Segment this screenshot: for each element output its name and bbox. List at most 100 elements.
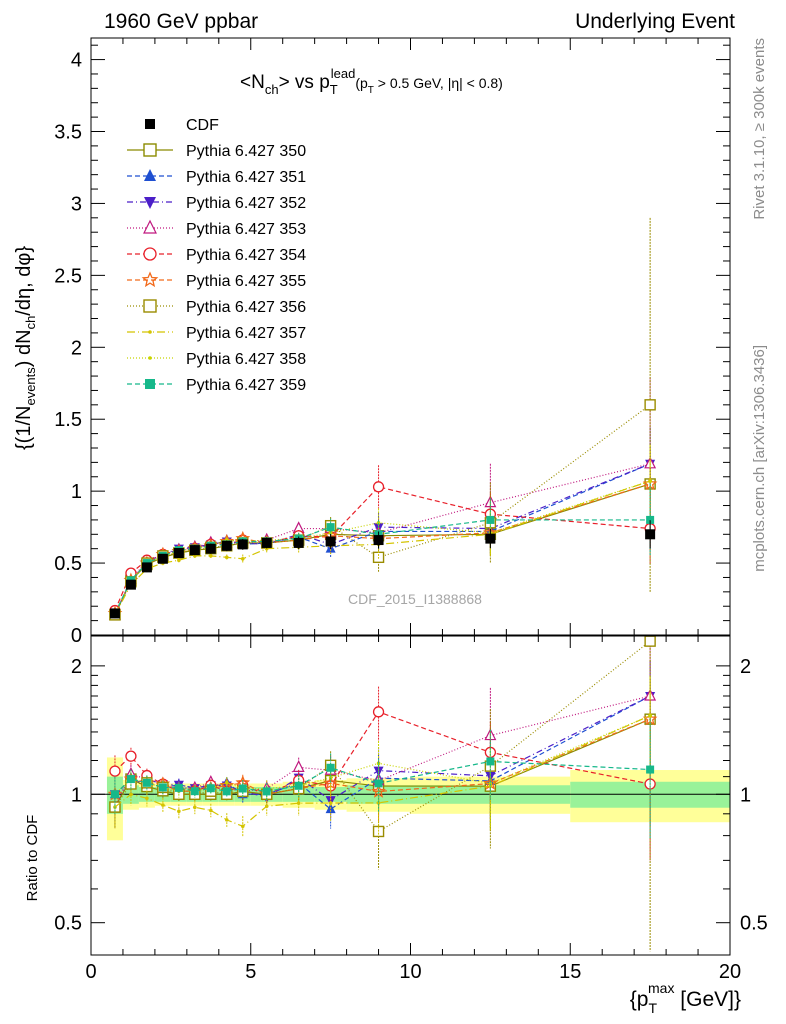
ratio-series-line <box>114 760 651 795</box>
ratio-point <box>648 713 652 718</box>
ratio-point <box>110 790 119 799</box>
ratio-point <box>328 801 333 805</box>
x-axis-label: {pTmax [GeV]} <box>630 980 741 1016</box>
mcplots-reference-label: mcplots.cern.ch [arXiv:1306.3436] <box>751 345 768 572</box>
ratio-point <box>238 784 247 793</box>
legend-label: Pythia 6.427 359 <box>186 377 306 394</box>
series-point <box>326 523 335 532</box>
ratio-point <box>488 781 493 786</box>
ratio-series-10 <box>110 719 655 839</box>
y-tick-label: 0 <box>71 625 82 647</box>
ratio-point <box>109 765 121 777</box>
series-point <box>648 479 652 483</box>
ratio-point <box>206 784 215 793</box>
data-point <box>205 543 216 554</box>
y-tick-label: 0.5 <box>54 553 82 575</box>
y-tick-label: 3 <box>71 193 82 215</box>
ratio-point <box>488 784 493 788</box>
legend-marker <box>141 271 159 288</box>
legend-entry-4: Pythia 6.427 353 <box>127 219 306 238</box>
legend-label: Pythia 6.427 350 <box>186 143 306 160</box>
data-point <box>261 537 272 548</box>
ratio-point <box>326 763 335 772</box>
legend-label: Pythia 6.427 351 <box>186 169 306 186</box>
plot-title: <Nch> vs pTlead(pT > 0.5 GeV, |η| < 0.8) <box>240 66 503 97</box>
legend-marker <box>143 299 157 313</box>
series-point <box>644 399 656 411</box>
data-point <box>293 537 304 548</box>
data-point <box>325 536 336 547</box>
y-tick-label: 4 <box>71 50 82 72</box>
ratio-point <box>374 779 383 788</box>
data-point <box>237 539 248 550</box>
y-axis-label: {(1/Nevents) dNch/dη, dφ} <box>13 246 38 450</box>
ratio-point <box>177 809 181 814</box>
legend-label: Pythia 6.427 354 <box>186 247 306 264</box>
legend-label: Pythia 6.427 355 <box>186 273 306 290</box>
y-tick-label: 2 <box>71 337 82 359</box>
legend-marker <box>143 143 157 157</box>
data-point <box>173 548 184 559</box>
data-point <box>109 608 120 619</box>
ratio-point <box>292 760 305 772</box>
ratio-y-tick-label-right: 2 <box>740 656 751 678</box>
ratio-point <box>158 783 167 792</box>
axes: 0 5 10 15 20 0 0.5 1 1.5 2 2.5 3 3.5 4 0.5 0.5 1 1 2 2 <box>54 37 768 983</box>
header-left: 1960 GeV ppbar <box>104 10 258 33</box>
legend-marker <box>143 219 157 234</box>
ratio-point <box>240 824 245 829</box>
legend-label: Pythia 6.427 357 <box>186 325 306 342</box>
analysis-watermark: CDF_2015_I1388868 <box>348 591 482 607</box>
ratio-y-tick-label: 2 <box>71 656 82 678</box>
y-tick-label: 3.5 <box>54 122 82 144</box>
legend-label: Pythia 6.427 353 <box>186 221 306 238</box>
x-tick-label: 15 <box>559 961 581 983</box>
x-tick-label: 5 <box>245 961 256 983</box>
legend-entry-10: Pythia 6.427 359 <box>127 377 306 394</box>
ratio-point <box>486 757 495 766</box>
ratio-point <box>224 818 229 822</box>
legend-entry-6: Pythia 6.427 355 <box>127 271 306 290</box>
ratio-y-axis-label: Ratio to CDF <box>24 815 41 902</box>
main-panel-series <box>107 217 658 621</box>
legend-entry-9: Pythia 6.427 358 <box>127 351 306 368</box>
series-point <box>376 520 381 525</box>
series-4 <box>108 377 657 620</box>
legend-entry-2: Pythia 6.427 351 <box>127 169 306 186</box>
legend-marker <box>148 330 152 334</box>
legend-entry-7: Pythia 6.427 356 <box>127 299 306 316</box>
legend-marker <box>145 379 155 389</box>
x-tick-label: 20 <box>719 961 741 983</box>
legend-marker <box>143 247 157 261</box>
series-point <box>646 515 655 524</box>
legend-label: CDF <box>186 117 219 134</box>
legend-entry-data: CDF <box>145 117 219 134</box>
legend-label: Pythia 6.427 352 <box>186 195 306 212</box>
ratio-point <box>646 765 655 774</box>
ratio-panel-series <box>107 636 658 952</box>
ratio-point <box>125 750 137 762</box>
ratio-point <box>190 787 199 796</box>
x-tick-label: 0 <box>85 961 96 983</box>
ratio-uncertainty-band <box>91 757 730 841</box>
legend-marker <box>144 169 156 181</box>
series-point <box>372 481 385 493</box>
ratio-point <box>193 805 197 810</box>
series-line <box>114 519 651 614</box>
ratio-point <box>264 804 269 809</box>
ratio-point <box>262 787 271 796</box>
data-point <box>141 562 152 573</box>
legend-entry-1: Pythia 6.427 350 <box>127 143 306 160</box>
legend-label: Pythia 6.427 358 <box>186 351 306 368</box>
data-point <box>157 553 168 564</box>
x-tick-label: 10 <box>399 961 421 983</box>
ratio-point <box>296 801 301 805</box>
series-point <box>240 556 245 561</box>
ratio-point <box>129 792 133 797</box>
ratio-point <box>376 801 381 805</box>
ratio-point <box>142 778 151 787</box>
ratio-y-tick-label: 0.5 <box>54 913 82 935</box>
data-point <box>485 533 496 544</box>
y-tick-label: 1.5 <box>54 409 82 431</box>
data-series <box>109 520 656 619</box>
